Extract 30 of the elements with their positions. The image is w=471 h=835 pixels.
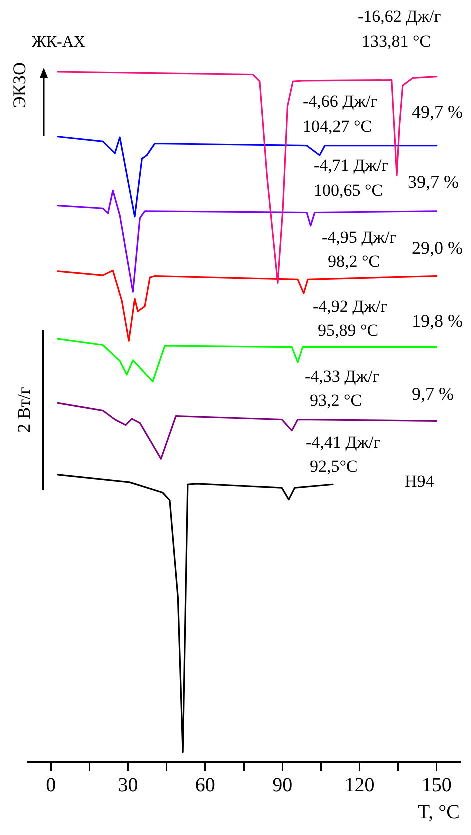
x-tick-label: 60 [195, 774, 216, 796]
text: 133,81 °C [362, 32, 432, 52]
annotation: -4,66 Дж/г [303, 92, 378, 112]
annotation: 2 Вт/г [14, 387, 34, 433]
x-tick-label: 90 [272, 774, 293, 796]
x-axis-title: T, °C [418, 801, 460, 824]
annotation: 98,2 °C [328, 252, 380, 272]
x-tick-label: 120 [344, 774, 375, 796]
annotation: 93,2 °C [310, 391, 362, 411]
annotation: 92,5°C [310, 457, 358, 477]
annotation: 49,7 % [412, 102, 463, 122]
annotation: -4,92 Дж/г [313, 297, 388, 317]
annotation: 29,0 % [412, 238, 463, 258]
x-tick-label: 30 [118, 774, 138, 796]
annotation: 100,65 °C [314, 181, 384, 201]
annotation: -4,33 Дж/г [305, 367, 380, 387]
text: -16,62 Дж/г [358, 7, 442, 27]
annotation: -4,41 Дж/г [306, 433, 381, 453]
annotation: 9,7 % [412, 384, 454, 404]
y-axis-title: ЭКЗО [10, 62, 30, 110]
chart-title: ЖК-АХ [32, 34, 86, 52]
annotation: -4,95 Дж/г [322, 228, 397, 248]
annotation: -4,71 Дж/г [314, 156, 389, 176]
x-tick-label: 150 [422, 774, 452, 796]
annotation: 104,27 °C [303, 117, 372, 137]
annotation: 19,8 % [412, 311, 463, 331]
x-tick-label: 0 [46, 774, 56, 796]
annotation: H94 [405, 472, 434, 492]
annotation: 95,89 °C [318, 321, 379, 341]
annotation: 39,7 % [408, 172, 459, 192]
